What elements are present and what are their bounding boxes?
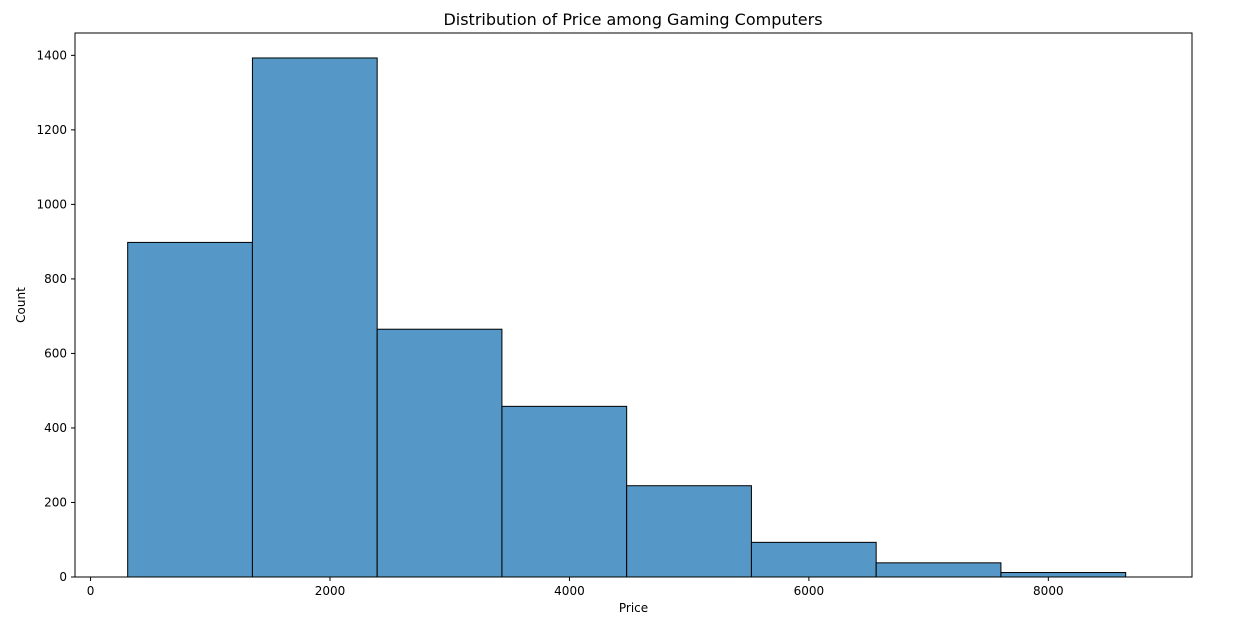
y-tick-label: 1400	[36, 48, 67, 62]
y-tick-label: 1200	[36, 123, 67, 137]
y-tick-label: 400	[44, 421, 67, 435]
x-axis-label: Price	[619, 601, 648, 615]
histogram-bar-6	[750, 541, 877, 578]
y-tick-label: 200	[44, 495, 67, 509]
histogram-bar-3	[376, 328, 503, 578]
x-tick-label: 6000	[794, 584, 825, 598]
x-tick-label: 2000	[315, 584, 346, 598]
chart-title: Distribution of Price among Gaming Compu…	[443, 10, 822, 29]
histogram-bar-8	[1000, 572, 1127, 578]
histogram-bar-2	[251, 57, 378, 578]
histogram-bar-7	[875, 562, 1002, 578]
y-tick-label: 600	[44, 346, 67, 360]
y-axis: 0 200 400 600 800 1000 1200 1400	[36, 48, 75, 584]
y-axis-label: Count	[14, 287, 28, 323]
histogram-bar-1	[127, 241, 253, 578]
y-tick-label: 1000	[36, 197, 67, 211]
x-tick-label: 8000	[1033, 584, 1064, 598]
x-tick-label: 0	[87, 584, 95, 598]
y-tick-label: 800	[44, 272, 67, 286]
bars-group	[127, 57, 1127, 578]
histogram-bar-5	[626, 485, 752, 578]
y-tick-label: 0	[59, 570, 67, 584]
x-tick-label: 4000	[554, 584, 585, 598]
histogram-bar-4	[501, 405, 628, 578]
plot-frame	[74, 32, 1193, 578]
x-axis: 0 2000 4000 6000 8000	[87, 577, 1064, 598]
